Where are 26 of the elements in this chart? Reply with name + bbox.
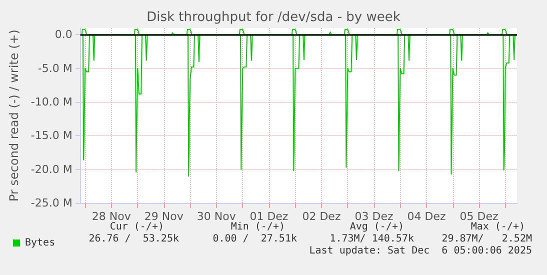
x-tick-label: 28 Nov xyxy=(92,210,132,223)
x-tick-label: 30 Nov xyxy=(196,210,236,223)
x-tick-label: 05 Dez xyxy=(460,210,499,223)
y-tick-label: -20.0 M xyxy=(30,162,72,176)
legend-label: Bytes xyxy=(25,238,56,248)
text: Min (-/+) xyxy=(230,222,285,232)
y-tick-label: 0.0 xyxy=(54,28,72,42)
text: Last update: Sat Dec 6 05:00:06 2025 xyxy=(309,246,532,256)
x-tick-label: 29 Nov xyxy=(144,210,184,223)
text: Avg (-/+) xyxy=(350,222,404,232)
text: 1.73M/ 140.57k xyxy=(330,234,414,244)
text: 0.00 / 27.51k xyxy=(212,234,297,244)
text: 26.76 / 53.25k xyxy=(88,234,179,244)
y-tick-label: -5.0 M xyxy=(38,62,72,75)
text: 29.87M/ 2.52M xyxy=(442,234,532,244)
text: Cur (-/+) xyxy=(110,222,164,232)
text: Max (-/+) xyxy=(470,222,525,232)
x-tick-label: 03 Dez xyxy=(354,210,394,223)
y-axis-title: Pr second read (-) / write (+) xyxy=(7,30,21,202)
y-tick-label: -10.0 M xyxy=(30,96,72,109)
y-tick-label: -25.0 M xyxy=(30,196,72,210)
y-tick-label: -15.0 M xyxy=(30,129,72,142)
x-tick-label: 04 Dez xyxy=(407,210,446,223)
x-tick-label: 01 Dez xyxy=(250,210,288,223)
x-tick-label: 02 Dez xyxy=(302,210,341,223)
chart-title: Disk throughput for /dev/sda - by week xyxy=(146,10,401,25)
